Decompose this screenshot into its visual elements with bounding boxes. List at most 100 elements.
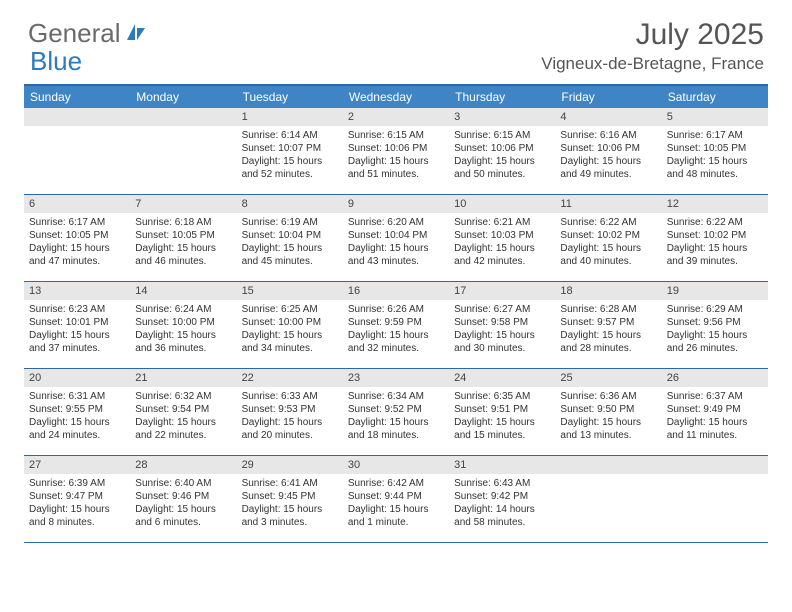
day-details: Sunrise: 6:42 AMSunset: 9:44 PMDaylight:… [343,474,449,533]
sunset-line: Sunset: 9:45 PM [242,490,338,503]
calendar-day: 29Sunrise: 6:41 AMSunset: 9:45 PMDayligh… [237,456,343,542]
calendar-week: 6Sunrise: 6:17 AMSunset: 10:05 PMDayligh… [24,195,768,282]
day-number: 27 [24,456,130,474]
daylight-line: Daylight: 15 hours and 3 minutes. [242,503,338,529]
day-details: Sunrise: 6:24 AMSunset: 10:00 PMDaylight… [130,300,236,359]
sunset-line: Sunset: 9:59 PM [348,316,444,329]
day-details: Sunrise: 6:33 AMSunset: 9:53 PMDaylight:… [237,387,343,446]
sunset-line: Sunset: 10:04 PM [348,229,444,242]
calendar-day: 20Sunrise: 6:31 AMSunset: 9:55 PMDayligh… [24,369,130,455]
logo: General [28,18,149,49]
sunrise-line: Sunrise: 6:27 AM [454,303,550,316]
day-details: Sunrise: 6:21 AMSunset: 10:03 PMDaylight… [449,213,555,272]
daylight-line: Daylight: 15 hours and 13 minutes. [560,416,656,442]
calendar-day: 15Sunrise: 6:25 AMSunset: 10:00 PMDaylig… [237,282,343,368]
day-details: Sunrise: 6:32 AMSunset: 9:54 PMDaylight:… [130,387,236,446]
sunrise-line: Sunrise: 6:22 AM [667,216,763,229]
daylight-line: Daylight: 15 hours and 42 minutes. [454,242,550,268]
weekday-header: Tuesday [237,86,343,108]
day-number: 22 [237,369,343,387]
daylight-line: Daylight: 15 hours and 6 minutes. [135,503,231,529]
day-number: 13 [24,282,130,300]
weekday-header: Sunday [24,86,130,108]
sunset-line: Sunset: 10:02 PM [667,229,763,242]
day-details: Sunrise: 6:36 AMSunset: 9:50 PMDaylight:… [555,387,661,446]
calendar-day: 10Sunrise: 6:21 AMSunset: 10:03 PMDaylig… [449,195,555,281]
calendar-weeks: 1 Sunrise: 6:14 AMSunset: 10:07 PM Dayligh… [24,108,768,543]
sunset-line: Sunset: 10:07 PM [242,142,338,155]
day-number: 23 [343,369,449,387]
sunset-line: Sunset: 9:58 PM [454,316,550,329]
sunset-line: Sunset: 9:47 PM [29,490,125,503]
daylight-line: Daylight: 15 hours and 51 minutes. [348,155,444,181]
day-details: Sunrise: 6:22 AMSunset: 10:02 PMDaylight… [555,213,661,272]
logo-text-general: General [28,18,121,49]
day-number: 28 [130,456,236,474]
day-number: 4 [555,108,661,126]
calendar-day: 16Sunrise: 6:26 AMSunset: 9:59 PMDayligh… [343,282,449,368]
weekday-header: Saturday [662,86,768,108]
sunset-line: Sunset: 10:06 PM [560,142,656,155]
sunset-line: Sunset: 10:05 PM [29,229,125,242]
daylight-line: Daylight: 15 hours and 49 minutes. [560,155,656,181]
sunrise-line: Sunrise: 6:42 AM [348,477,444,490]
sunrise-line: Sunrise: 6:34 AM [348,390,444,403]
calendar-day: 25Sunrise: 6:36 AMSunset: 9:50 PMDayligh… [555,369,661,455]
day-details: Sunrise: 6:19 AMSunset: 10:04 PMDaylight… [237,213,343,272]
sunrise-line: Sunrise: 6:25 AM [242,303,338,316]
weekday-header: Thursday [449,86,555,108]
day-number: 11 [555,195,661,213]
daylight-line: Daylight: 14 hours and 58 minutes. [454,503,550,529]
calendar-day: 11Sunrise: 6:22 AMSunset: 10:02 PMDaylig… [555,195,661,281]
calendar-day: 27Sunrise: 6:39 AMSunset: 9:47 PMDayligh… [24,456,130,542]
day-number: 29 [237,456,343,474]
calendar-day: 8Sunrise: 6:19 AMSunset: 10:04 PMDayligh… [237,195,343,281]
sunset-line: Sunset: 10:01 PM [29,316,125,329]
sunset-line: Sunset: 9:46 PM [135,490,231,503]
day-number: 1 [237,108,343,126]
day-number: 12 [662,195,768,213]
calendar-day: 3Sunrise: 6:15 AMSunset: 10:06 PMDayligh… [449,108,555,194]
sunset-line: Sunset: 10:00 PM [242,316,338,329]
day-number: 15 [237,282,343,300]
day-details: Sunrise: 6:34 AMSunset: 9:52 PMDaylight:… [343,387,449,446]
location-label: Vigneux-de-Bretagne, France [541,54,764,74]
daylight-line: Daylight: 15 hours and 45 minutes. [242,242,338,268]
day-details: Sunrise: 6:16 AMSunset: 10:06 PMDaylight… [555,126,661,185]
sunset-line: Sunset: 10:03 PM [454,229,550,242]
daylight-line: Daylight: 15 hours and 36 minutes. [135,329,231,355]
sunrise-line: Sunrise: 6:14 AM [242,129,338,142]
day-number: 31 [449,456,555,474]
calendar-week: 20Sunrise: 6:31 AMSunset: 9:55 PMDayligh… [24,369,768,456]
calendar-day: 7Sunrise: 6:18 AMSunset: 10:05 PMDayligh… [130,195,236,281]
day-details: Sunrise: 6:17 AMSunset: 10:05 PMDaylight… [662,126,768,185]
calendar-day: 9Sunrise: 6:20 AMSunset: 10:04 PMDayligh… [343,195,449,281]
weekday-header: Friday [555,86,661,108]
calendar-day: 28Sunrise: 6:40 AMSunset: 9:46 PMDayligh… [130,456,236,542]
calendar-day-empty [24,108,130,194]
sunrise-line: Sunrise: 6:36 AM [560,390,656,403]
daylight-line: Daylight: 15 hours and 48 minutes. [667,155,763,181]
day-number: 6 [24,195,130,213]
day-details: Sunrise: 6:22 AMSunset: 10:02 PMDaylight… [662,213,768,272]
daylight-line: Daylight: 15 hours and 22 minutes. [135,416,231,442]
day-number: 7 [130,195,236,213]
sunrise-line: Sunrise: 6:22 AM [560,216,656,229]
day-details: Sunrise: 6:25 AMSunset: 10:00 PMDaylight… [237,300,343,359]
sunset-line: Sunset: 9:54 PM [135,403,231,416]
calendar-week: 1 Sunrise: 6:14 AMSunset: 10:07 PM Dayligh… [24,108,768,195]
day-number: 14 [130,282,236,300]
day-number: 20 [24,369,130,387]
day-details: Sunrise: 6:27 AMSunset: 9:58 PMDaylight:… [449,300,555,359]
calendar-day: 31Sunrise: 6:43 AMSunset: 9:42 PMDayligh… [449,456,555,542]
calendar-day: 24Sunrise: 6:35 AMSunset: 9:51 PMDayligh… [449,369,555,455]
sunrise-line: Sunrise: 6:35 AM [454,390,550,403]
sunrise-line: Sunrise: 6:21 AM [454,216,550,229]
daylight-line: Daylight: 15 hours and 32 minutes. [348,329,444,355]
calendar-day: 17Sunrise: 6:27 AMSunset: 9:58 PMDayligh… [449,282,555,368]
daylight-line: Daylight: 15 hours and 11 minutes. [667,416,763,442]
calendar-day: 18Sunrise: 6:28 AMSunset: 9:57 PMDayligh… [555,282,661,368]
calendar-day-empty [130,108,236,194]
day-number: 21 [130,369,236,387]
sunrise-line: Sunrise: 6:20 AM [348,216,444,229]
